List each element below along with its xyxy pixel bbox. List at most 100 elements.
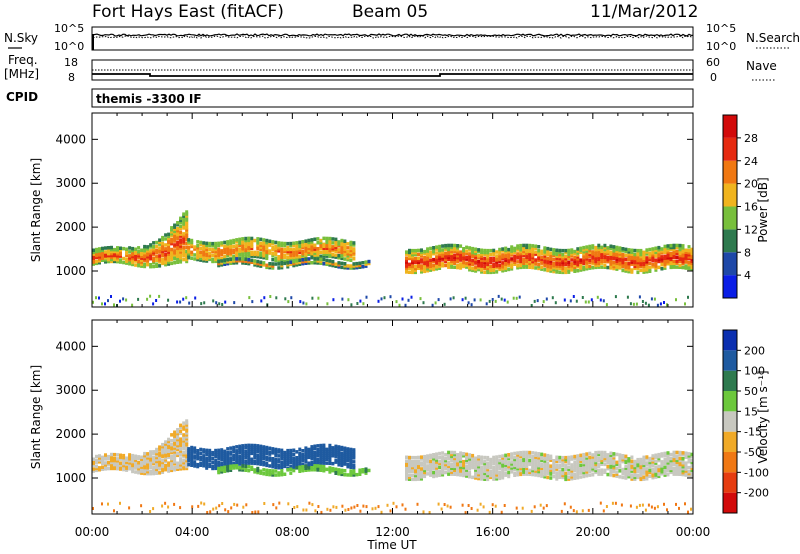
- scatter-cell: [477, 464, 481, 469]
- scatter-cell: [179, 226, 183, 230]
- ground-scatter-cell: [251, 300, 254, 304]
- scatter-cell: [426, 251, 430, 255]
- ground-scatter-cell: [233, 502, 236, 506]
- scatter-cell: [486, 256, 490, 261]
- scatter-cell: [310, 468, 314, 472]
- scatter-cell: [161, 470, 165, 474]
- scatter-cell: [137, 468, 141, 473]
- scatter-cell: [510, 247, 514, 251]
- scatter-cell: [591, 258, 595, 262]
- scatter-cell: [621, 247, 625, 251]
- scatter-cell: [280, 255, 284, 259]
- scatter-cell: [642, 268, 646, 272]
- scatter-cell: [349, 465, 353, 469]
- scatter-cell: [187, 246, 191, 250]
- scatter-cell: [262, 238, 266, 242]
- scatter-cell: [414, 459, 417, 464]
- scatter-cell: [346, 242, 350, 246]
- scatter-cell: [292, 253, 296, 257]
- scatter-cell: [277, 262, 281, 266]
- ground-scatter-cell: [638, 295, 641, 299]
- scatter-cell: [125, 251, 129, 255]
- scatter-cell: [489, 473, 493, 478]
- ground-scatter-cell: [200, 302, 203, 306]
- scatter-cell: [259, 460, 263, 464]
- scatter-cell: [678, 265, 682, 269]
- scatter-cell: [140, 264, 144, 268]
- scatter-cell: [423, 249, 427, 254]
- scatter-cell: [349, 240, 353, 245]
- scatter-cell: [495, 270, 499, 274]
- scatter-cell: [343, 257, 347, 261]
- scatter-cell: [576, 462, 580, 466]
- scatter-cell: [420, 270, 423, 274]
- scatter-cell: [528, 462, 532, 467]
- scatter-cell: [343, 456, 347, 460]
- scatter-cell: [128, 262, 132, 266]
- scatter-cell: [618, 254, 622, 258]
- scatter-cell: [618, 459, 622, 463]
- scatter-cell: [250, 250, 254, 254]
- scatter-cell: [462, 256, 466, 261]
- scatter-cell: [420, 477, 423, 481]
- scatter-cell: [214, 249, 218, 254]
- scatter-cell: [645, 469, 649, 473]
- scatter-cell: [113, 456, 116, 461]
- scatter-cell: [167, 437, 171, 442]
- scatter-cell: [208, 257, 212, 262]
- scatter-cell: [283, 464, 287, 469]
- scatter-cell: [313, 249, 317, 253]
- scatter-cell: [660, 255, 664, 259]
- scatter-cell: [501, 261, 505, 265]
- ground-scatter-cell: [467, 504, 470, 507]
- scatter-cell: [137, 263, 141, 268]
- scatter-cell: [642, 258, 646, 262]
- scatter-cell: [630, 473, 634, 477]
- scatter-cell: [199, 252, 203, 256]
- scatter-cell: [298, 246, 302, 251]
- scatter-cell: [304, 446, 308, 450]
- scatter-cell: [414, 260, 417, 265]
- scatter-cell: [528, 257, 532, 262]
- scatter-cell: [432, 462, 436, 467]
- scatter-cell: [214, 450, 218, 455]
- scatter-cell: [645, 455, 649, 459]
- scatter-cell: [513, 256, 517, 261]
- scatter-cell: [229, 460, 233, 464]
- scatter-cell: [504, 461, 508, 465]
- scatter-cell: [486, 465, 490, 470]
- scatter-cell: [134, 454, 138, 458]
- scatter-cell: [561, 467, 565, 472]
- scatter-cell: [609, 459, 613, 463]
- scatter-cell: [492, 477, 496, 481]
- ground-scatter-cell: [446, 504, 449, 508]
- scatter-cell: [152, 458, 156, 462]
- scatter-cell: [98, 253, 101, 257]
- scatter-cell: [576, 251, 580, 255]
- scatter-cell: [316, 464, 320, 468]
- scatter-cell: [104, 461, 107, 465]
- scatter-cell: [660, 249, 664, 253]
- scatter-cell: [253, 451, 257, 456]
- scatter-cell: [298, 242, 302, 247]
- scatter-cell: [495, 471, 499, 475]
- scatter-cell: [429, 250, 433, 255]
- scatter-cell: [423, 466, 427, 471]
- scatter-cell: [217, 247, 221, 251]
- ground-scatter-cell: [584, 300, 587, 304]
- scatter-cell: [678, 470, 682, 475]
- scatter-cell: [546, 475, 550, 480]
- scatter-cell: [274, 248, 278, 253]
- scatter-cell: [322, 252, 326, 256]
- scatter-cell: [567, 248, 571, 253]
- scatter-cell: [131, 467, 135, 472]
- scatter-cell: [328, 445, 332, 450]
- scatter-cell: [525, 253, 529, 257]
- ground-scatter-cell: [653, 297, 656, 301]
- scatter-cell: [414, 258, 417, 263]
- scatter-cell: [185, 421, 189, 425]
- freq-label: Freq.: [8, 53, 38, 67]
- scatter-cell: [265, 246, 269, 251]
- scatter-cell: [420, 254, 423, 258]
- scatter-cell: [137, 457, 141, 461]
